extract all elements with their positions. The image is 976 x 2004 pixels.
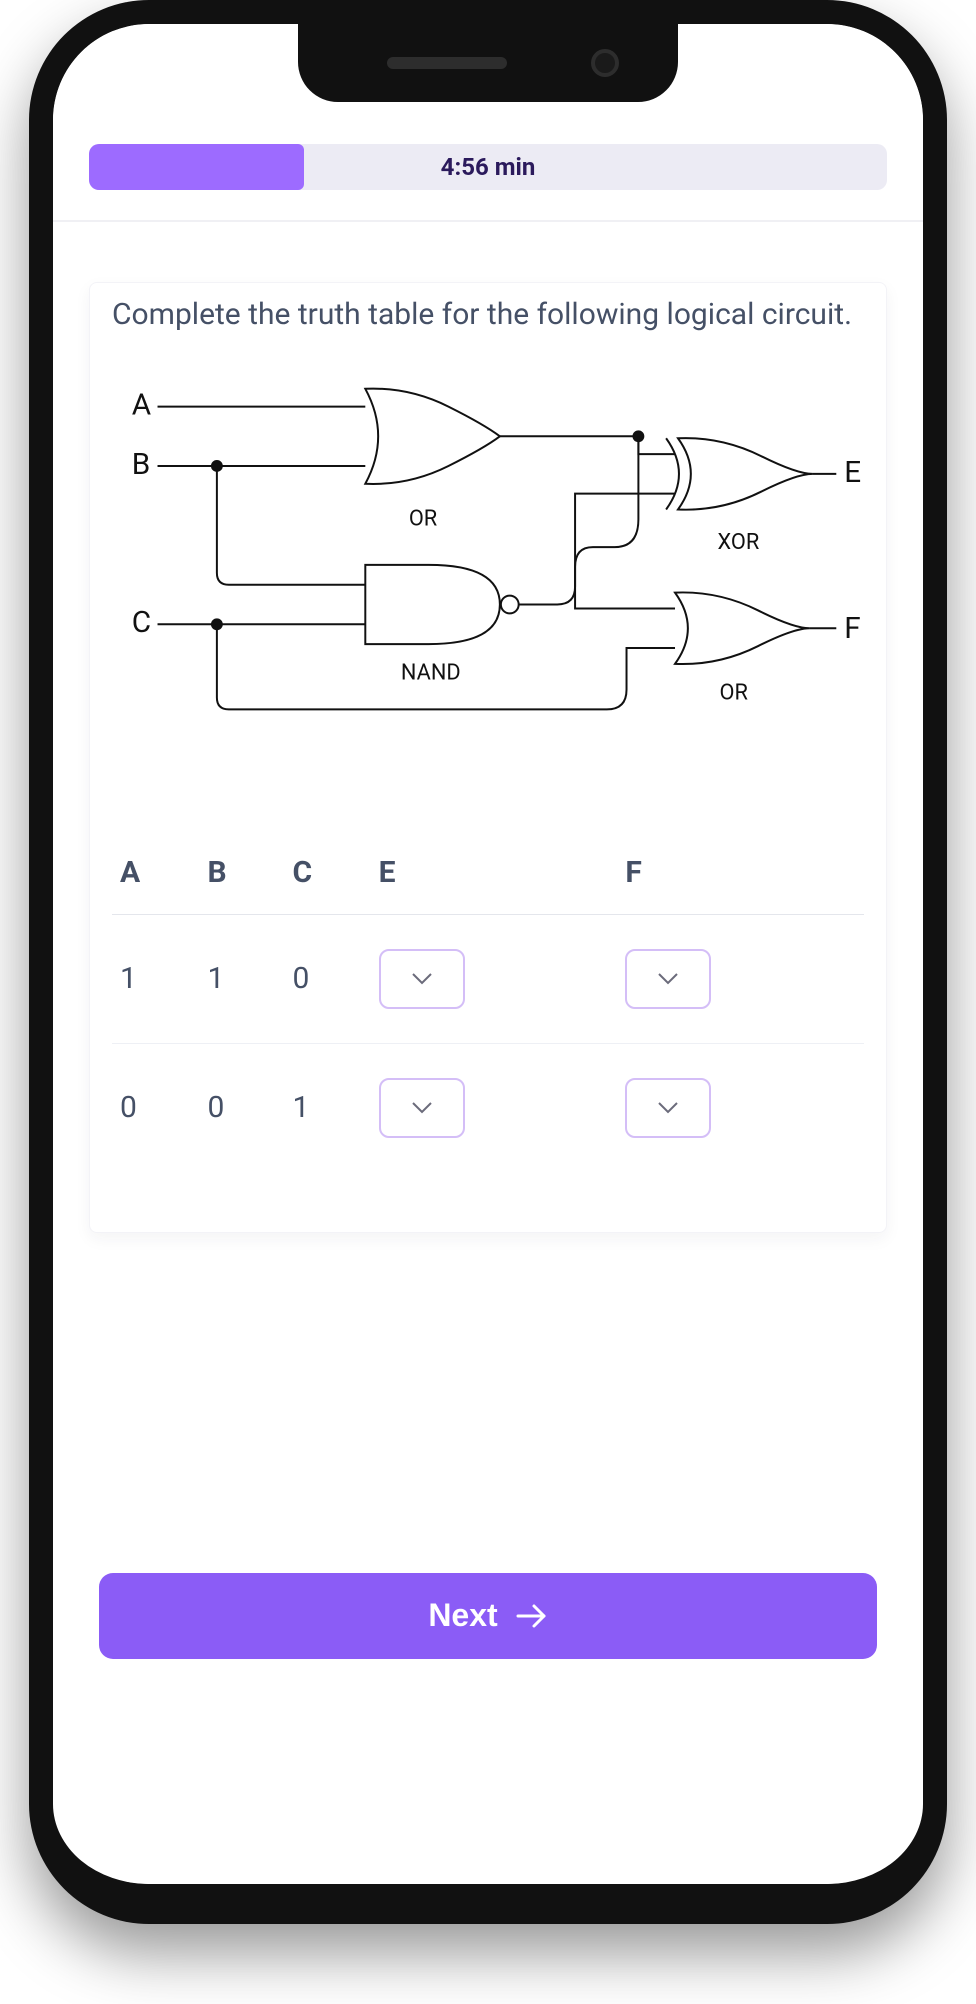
phone-frame: 4:56 min Complete the truth table for th… [29, 0, 947, 1924]
or-gate [675, 592, 810, 664]
input-label-C: C [132, 605, 151, 640]
question-prompt: Complete the truth table for the followi… [112, 283, 864, 337]
output-label-F: F [844, 611, 860, 646]
cell-B: 1 [199, 914, 284, 1043]
gate-label: OR [720, 680, 749, 705]
table-header: F [617, 831, 864, 915]
wire [519, 493, 675, 604]
nand-gate [365, 564, 518, 643]
table-row: 0 0 1 [112, 1043, 864, 1172]
chevron-down-icon [657, 1101, 679, 1115]
cell-C: 0 [284, 914, 370, 1043]
timer-progress-fill [89, 144, 304, 190]
table-header: A [112, 831, 199, 915]
gate-label: XOR [718, 530, 760, 555]
question-card: Complete the truth table for the followi… [89, 282, 887, 1233]
truth-table: A B C E F 1 1 0 [112, 831, 864, 1172]
table-row: 1 1 0 [112, 914, 864, 1043]
device-notch [298, 24, 678, 102]
cell-A: 0 [112, 1043, 199, 1172]
next-button-label: Next [428, 1597, 497, 1634]
input-label-A: A [132, 387, 151, 422]
xor-gate [666, 438, 812, 510]
answer-dropdown-E[interactable] [379, 949, 465, 1009]
timer-progress-bar: 4:56 min [89, 144, 887, 190]
cell-B: 0 [199, 1043, 284, 1172]
speaker-grill [387, 57, 507, 69]
wire [217, 465, 365, 584]
gate-label: OR [409, 506, 438, 531]
cell-A: 1 [112, 914, 199, 1043]
chevron-down-icon [411, 1101, 433, 1115]
answer-dropdown-F[interactable] [625, 949, 711, 1009]
front-camera [591, 49, 619, 77]
chevron-down-icon [411, 972, 433, 986]
table-header: E [371, 831, 618, 915]
cell-C: 1 [284, 1043, 370, 1172]
table-header: B [199, 831, 284, 915]
wire [575, 436, 675, 608]
answer-dropdown-F[interactable] [625, 1078, 711, 1138]
divider [53, 220, 923, 222]
chevron-down-icon [657, 972, 679, 986]
next-button[interactable]: Next [99, 1573, 877, 1659]
table-header: C [284, 831, 370, 915]
arrow-right-icon [516, 1603, 548, 1629]
input-label-B: B [132, 446, 151, 481]
or-gate [365, 388, 500, 483]
output-label-E: E [844, 454, 861, 489]
logic-circuit-diagram: A B C E F [112, 377, 864, 741]
gate-label: NAND [401, 660, 461, 685]
answer-dropdown-E[interactable] [379, 1078, 465, 1138]
timer-label: 4:56 min [441, 153, 536, 181]
